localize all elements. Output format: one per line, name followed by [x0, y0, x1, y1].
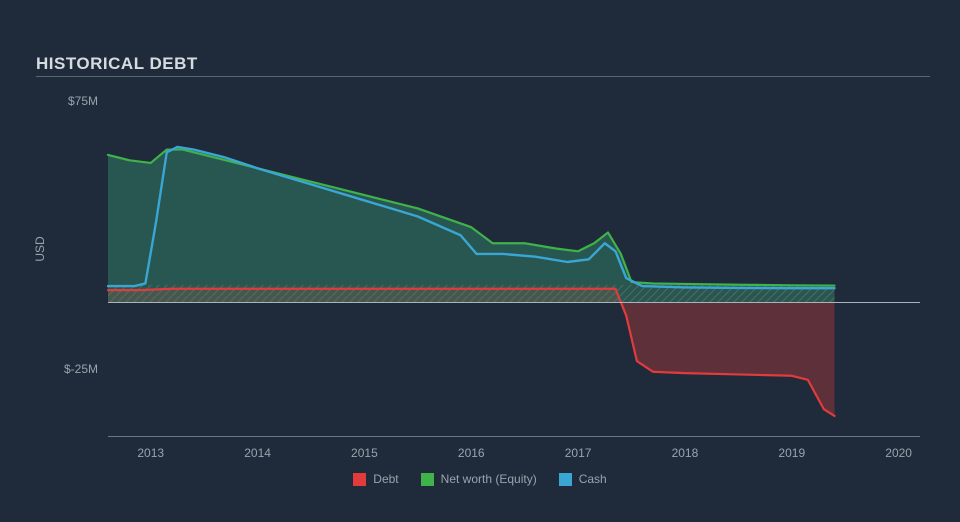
equity-area [108, 150, 835, 303]
x-tick-label: 2016 [458, 446, 485, 460]
legend-swatch [559, 473, 572, 486]
y-axis-label: USD [33, 236, 47, 261]
chart-title: HISTORICAL DEBT [36, 54, 198, 74]
legend-item[interactable]: Net worth (Equity) [421, 472, 537, 486]
legend-swatch [421, 473, 434, 486]
zero-baseline [108, 302, 920, 303]
x-tick-label: 2013 [137, 446, 164, 460]
title-underline [36, 76, 930, 77]
x-axis-line [108, 436, 920, 437]
plot-area [108, 88, 920, 436]
legend-swatch [353, 473, 366, 486]
chart-svg [108, 88, 920, 436]
x-tick-label: 2018 [672, 446, 699, 460]
x-tick-label: 2017 [565, 446, 592, 460]
legend-item[interactable]: Debt [353, 472, 398, 486]
legend-label: Net worth (Equity) [441, 472, 537, 486]
x-tick-label: 2020 [885, 446, 912, 460]
y-tick-label: $-25M [48, 362, 98, 376]
x-tick-label: 2019 [778, 446, 805, 460]
legend-label: Debt [373, 472, 398, 486]
y-tick-label: $75M [48, 94, 98, 108]
legend: Debt Net worth (Equity) Cash [0, 472, 960, 486]
historical-debt-chart: HISTORICAL DEBT USD Debt Net worth (Equit… [0, 0, 960, 522]
x-tick-label: 2014 [244, 446, 271, 460]
legend-label: Cash [579, 472, 607, 486]
legend-item[interactable]: Cash [559, 472, 607, 486]
debt-area [108, 289, 835, 416]
x-tick-label: 2015 [351, 446, 378, 460]
